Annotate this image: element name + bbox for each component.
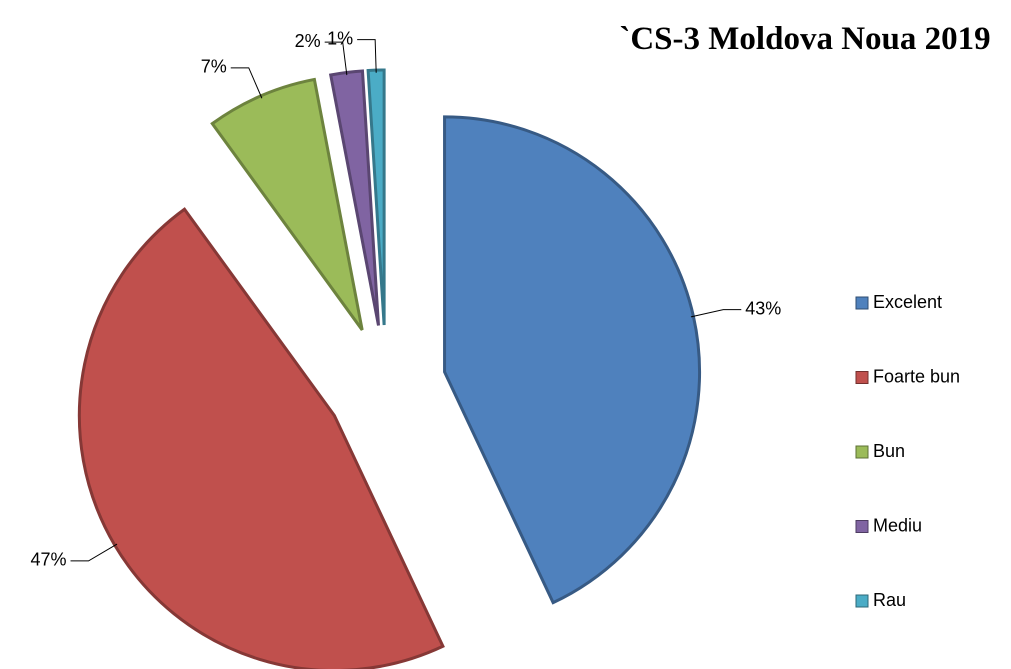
legend-swatch bbox=[855, 594, 869, 608]
legend-label: Bun bbox=[873, 441, 905, 461]
data-label: 43% bbox=[745, 298, 781, 318]
leader-line bbox=[70, 543, 118, 562]
data-label: 2% bbox=[295, 31, 321, 51]
legend-swatch bbox=[855, 445, 869, 459]
leader-line bbox=[690, 309, 742, 318]
data-label: 47% bbox=[30, 550, 66, 570]
legend-label: Foarte bun bbox=[873, 366, 960, 386]
data-label: 1% bbox=[327, 28, 353, 48]
legend-label: Mediu bbox=[873, 515, 922, 535]
legend-swatch bbox=[855, 520, 869, 533]
leader-line bbox=[357, 39, 377, 73]
chart-title: `CS-3 Moldova Noua 2019 bbox=[619, 21, 991, 57]
pie-slice bbox=[443, 115, 702, 605]
legend-swatch bbox=[855, 371, 869, 384]
legend-label: Excelent bbox=[873, 292, 942, 312]
data-label: 7% bbox=[201, 57, 227, 77]
leader-line bbox=[324, 41, 348, 76]
legend-label: Rau bbox=[873, 590, 906, 610]
legend-swatch bbox=[855, 296, 869, 310]
leader-line bbox=[230, 67, 263, 99]
pie-slice bbox=[77, 207, 445, 669]
